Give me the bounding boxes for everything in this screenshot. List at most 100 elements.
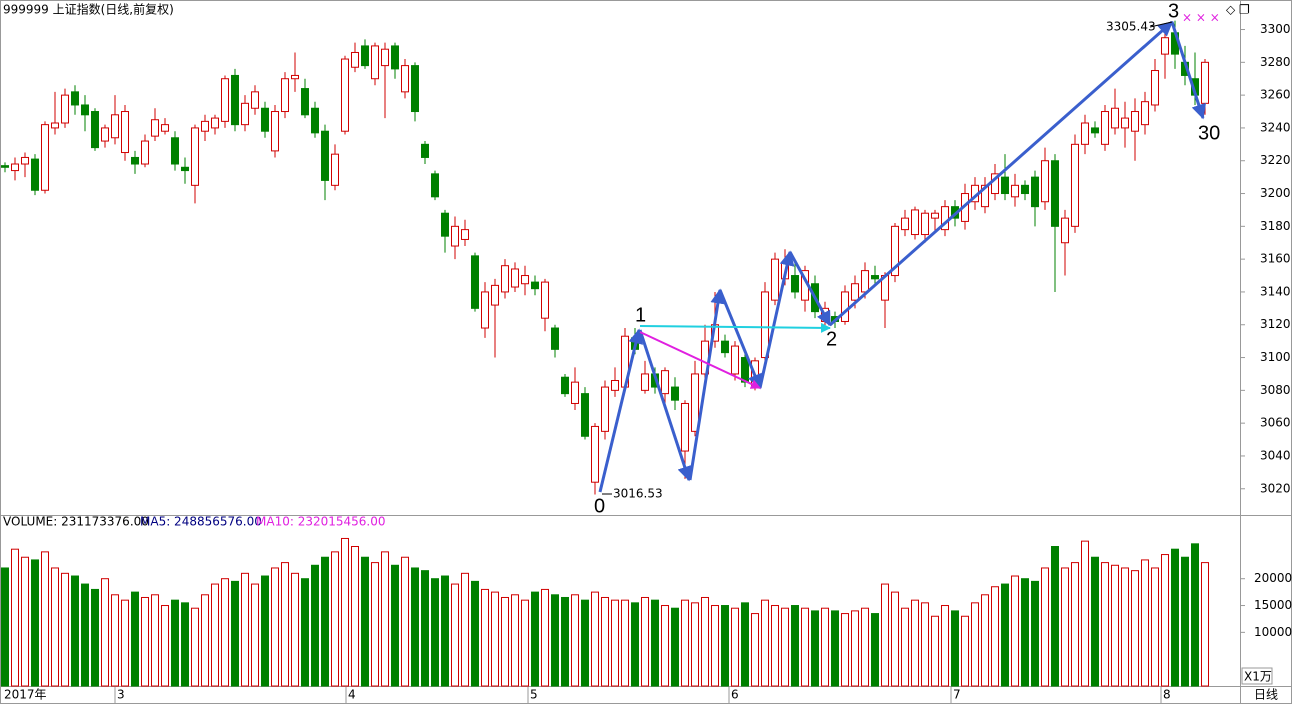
volume-bar <box>681 599 689 687</box>
volume-bar <box>641 596 649 687</box>
y-tick-label: 3040 <box>1260 448 1291 462</box>
volume-bar <box>451 583 459 687</box>
candle-body <box>261 107 269 132</box>
candle-body <box>151 119 159 137</box>
candle-body <box>111 114 119 139</box>
candle-body <box>761 291 769 359</box>
candle-body <box>181 166 189 172</box>
volume-bar <box>481 588 489 687</box>
volume-bar <box>1 567 9 687</box>
x-axis-label: 2017年 <box>4 688 47 702</box>
candle-body <box>411 65 419 113</box>
leader-line <box>1149 21 1173 28</box>
y-tick-label: 3080 <box>1260 383 1291 397</box>
volume-bar <box>281 562 289 687</box>
cyan-arrow <box>639 322 831 333</box>
candle-body <box>511 268 519 288</box>
candle-body <box>251 91 259 109</box>
volume-bar <box>1161 554 1169 687</box>
candle-body <box>101 127 109 142</box>
candle-body <box>771 258 779 301</box>
candle-body <box>661 370 669 395</box>
candle-body <box>871 275 879 280</box>
candle-body <box>211 117 219 129</box>
candle-body <box>401 65 409 93</box>
candle-body <box>551 327 559 350</box>
candle-body <box>61 94 69 124</box>
volume-bar <box>421 570 429 687</box>
volume-bar <box>831 610 839 687</box>
volume-bar <box>1131 570 1139 687</box>
candle-body <box>1111 107 1119 129</box>
volume-bar <box>791 605 799 687</box>
volume-bar <box>401 556 409 687</box>
volume-bar <box>1051 546 1059 687</box>
candle-body <box>301 88 309 116</box>
y-tick-label: 3300 <box>1260 22 1291 36</box>
candle-body <box>1121 117 1129 129</box>
wave-arrow <box>688 288 726 481</box>
candle-body <box>851 283 859 301</box>
volume-bar <box>991 586 999 687</box>
candle-body <box>481 291 489 329</box>
y-tick-label: 3160 <box>1260 252 1291 266</box>
volume-bar <box>761 599 769 687</box>
volume-bar <box>71 575 79 687</box>
wave-label: 2 <box>826 328 837 350</box>
volume-bar <box>151 594 159 687</box>
volume-bar <box>631 602 639 687</box>
candle-body <box>441 212 449 237</box>
candle-body <box>241 102 249 126</box>
volume-bar <box>331 551 339 687</box>
volume-bar <box>821 607 829 687</box>
candle-body <box>1151 70 1159 106</box>
volume-bar <box>511 594 519 687</box>
x-axis-label: 7 <box>953 688 961 702</box>
volume-bar <box>1101 562 1109 687</box>
y-tick-label: 10000 <box>1254 625 1292 639</box>
candle-body <box>311 107 319 134</box>
candle-body <box>121 111 129 154</box>
window-icons[interactable]: ◇ ❐ <box>1226 3 1250 17</box>
volume-panel: 10000 15000 20000 <box>1 537 1292 687</box>
candle-body <box>521 275 529 285</box>
volume-bar <box>541 588 549 687</box>
candle-body <box>451 225 459 247</box>
y-tick-label: 3100 <box>1260 350 1291 364</box>
volume-unit: X1万 <box>1244 670 1272 684</box>
volume-bar <box>651 599 659 687</box>
candle-body <box>541 281 549 319</box>
volume-bar <box>271 567 279 687</box>
ma5-legend: MA5: 248856576.00 <box>140 515 262 529</box>
volume-bar <box>521 599 529 687</box>
volume-bar <box>221 578 229 687</box>
volume-bar <box>161 605 169 687</box>
candle-body <box>921 212 929 236</box>
volume-bar <box>861 607 869 687</box>
volume-bar <box>31 559 39 687</box>
candle-body <box>201 120 209 132</box>
volume-bar <box>21 556 29 687</box>
volume-bar <box>211 583 219 687</box>
volume-bar <box>911 599 919 687</box>
volume-bar <box>381 551 389 687</box>
wave-arrow <box>718 289 762 390</box>
volume-bar <box>601 596 609 687</box>
volume-bar <box>961 615 969 687</box>
volume-bar <box>371 562 379 687</box>
volume-bar <box>851 610 859 687</box>
volume-bar <box>741 602 749 687</box>
candle-body <box>611 380 619 391</box>
candle-body <box>741 357 749 383</box>
candle-body <box>371 45 379 80</box>
volume-bar <box>931 615 939 687</box>
candle-body <box>1 165 9 168</box>
volume-bar <box>501 596 509 687</box>
candle-body <box>51 122 59 129</box>
candle-body <box>1071 143 1079 227</box>
volume-bar <box>191 607 199 687</box>
volume-bar <box>81 583 89 687</box>
candle-body <box>91 111 99 149</box>
candle-body <box>681 402 689 452</box>
wave-label: 3 <box>1168 0 1179 22</box>
